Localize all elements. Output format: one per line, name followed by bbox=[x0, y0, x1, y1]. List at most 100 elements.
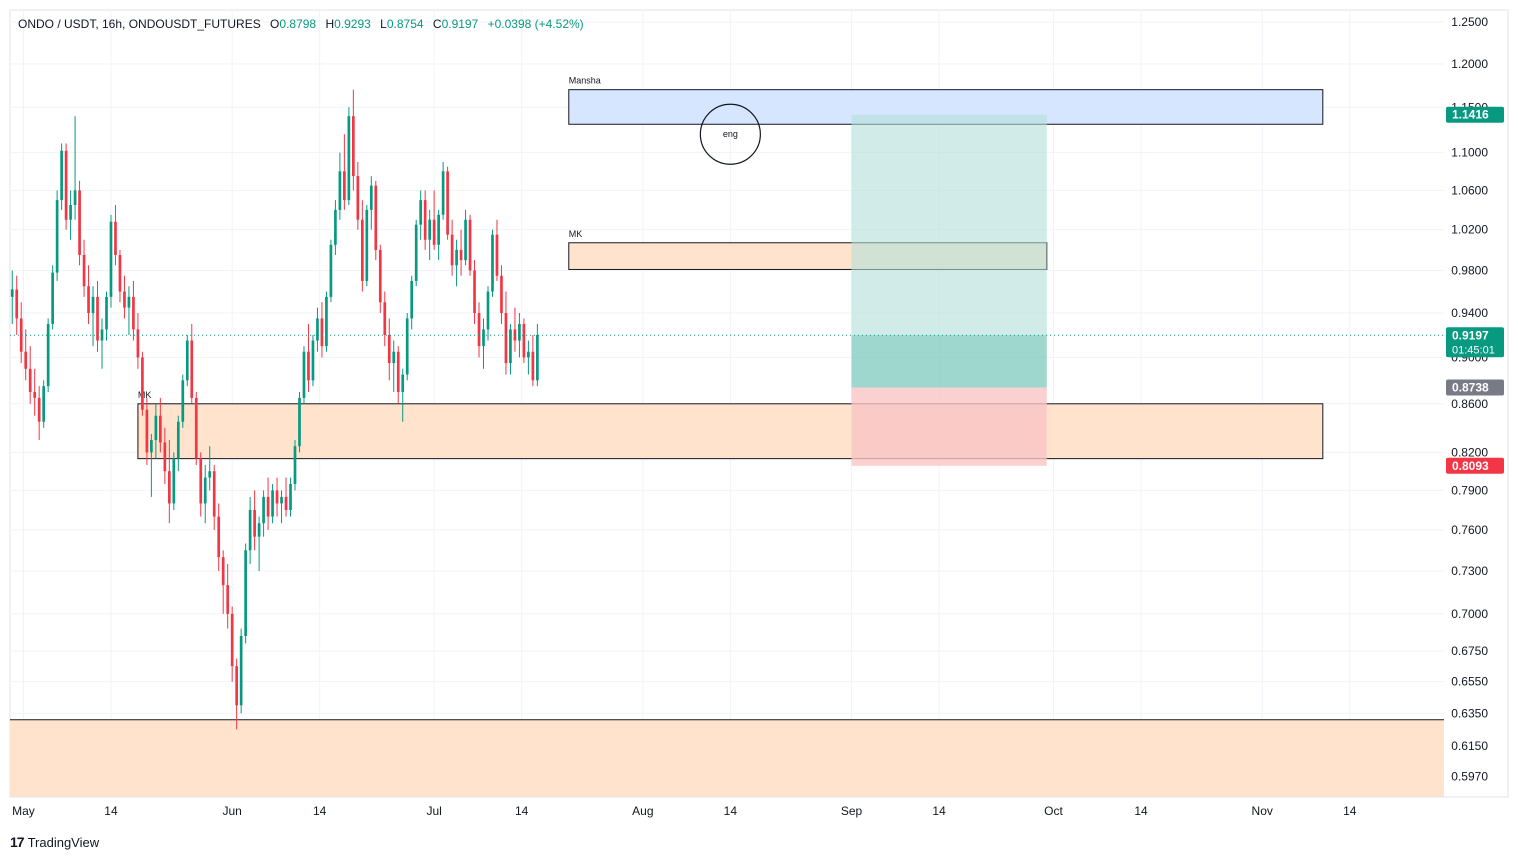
candle[interactable] bbox=[19, 302, 23, 364]
candle[interactable] bbox=[145, 397, 149, 465]
candle[interactable] bbox=[284, 477, 288, 517]
candle[interactable] bbox=[347, 107, 351, 205]
candle[interactable] bbox=[15, 275, 19, 335]
candle[interactable] bbox=[257, 516, 261, 572]
candle[interactable] bbox=[132, 280, 135, 341]
candle[interactable] bbox=[329, 239, 333, 303]
candle[interactable] bbox=[500, 265, 503, 324]
candle[interactable] bbox=[64, 143, 68, 230]
candle[interactable] bbox=[378, 244, 382, 314]
price-label-last[interactable]: 0.9197 01:45:01 bbox=[1446, 327, 1504, 358]
price-label-stop[interactable]: 0.8093 bbox=[1446, 457, 1504, 474]
candle[interactable] bbox=[73, 116, 77, 220]
candle[interactable] bbox=[414, 219, 418, 287]
price-label-target[interactable]: 1.1416 bbox=[1446, 106, 1504, 123]
candle[interactable] bbox=[450, 219, 454, 276]
candle[interactable] bbox=[410, 275, 414, 330]
candle[interactable] bbox=[28, 346, 32, 404]
candle[interactable] bbox=[486, 286, 490, 341]
candle[interactable] bbox=[455, 239, 458, 287]
candle[interactable] bbox=[356, 161, 360, 230]
candle[interactable] bbox=[298, 391, 301, 453]
candle[interactable] bbox=[55, 190, 59, 281]
candle[interactable] bbox=[401, 368, 405, 422]
candle[interactable] bbox=[352, 89, 355, 191]
candle[interactable] bbox=[311, 334, 315, 387]
position-stop-zone[interactable] bbox=[851, 387, 1047, 466]
zone-box[interactable] bbox=[137, 403, 1324, 460]
candle[interactable] bbox=[217, 503, 221, 572]
candle[interactable] bbox=[428, 209, 431, 261]
candle[interactable] bbox=[491, 229, 494, 297]
candle[interactable] bbox=[464, 209, 467, 266]
candle[interactable] bbox=[154, 403, 158, 459]
candle[interactable] bbox=[441, 161, 445, 220]
candle[interactable] bbox=[405, 313, 409, 381]
tradingview-watermark[interactable]: 17 TradingView bbox=[10, 834, 99, 850]
candle[interactable] bbox=[325, 291, 328, 352]
position-target-zone[interactable] bbox=[851, 114, 1047, 388]
candle[interactable] bbox=[199, 452, 203, 517]
candle[interactable] bbox=[522, 318, 526, 364]
candle[interactable] bbox=[419, 190, 423, 240]
candle[interactable] bbox=[230, 606, 234, 682]
candle[interactable] bbox=[10, 270, 14, 324]
candle[interactable] bbox=[181, 374, 185, 428]
candle[interactable] bbox=[159, 397, 162, 453]
candle[interactable] bbox=[509, 323, 512, 375]
candle[interactable] bbox=[91, 286, 95, 347]
candle[interactable] bbox=[118, 249, 122, 303]
candle[interactable] bbox=[176, 415, 180, 472]
candle[interactable] bbox=[105, 291, 108, 341]
candle[interactable] bbox=[114, 204, 117, 266]
candle[interactable] bbox=[320, 302, 324, 358]
candle[interactable] bbox=[423, 190, 427, 250]
candle[interactable] bbox=[127, 286, 131, 335]
candle[interactable] bbox=[338, 152, 342, 220]
candle[interactable] bbox=[374, 180, 378, 261]
zone-box[interactable] bbox=[10, 719, 1444, 797]
candle[interactable] bbox=[235, 658, 239, 730]
candle[interactable] bbox=[360, 200, 364, 292]
candle[interactable] bbox=[42, 380, 46, 428]
candle[interactable] bbox=[307, 323, 310, 392]
candle[interactable] bbox=[536, 323, 539, 387]
candle[interactable] bbox=[248, 496, 252, 565]
candle[interactable] bbox=[244, 543, 247, 644]
candle[interactable] bbox=[24, 329, 28, 381]
price-label-entry[interactable]: 0.8738 bbox=[1446, 379, 1504, 396]
candle[interactable] bbox=[266, 477, 270, 530]
candle[interactable] bbox=[208, 446, 212, 491]
candle[interactable] bbox=[69, 190, 72, 240]
candle[interactable] bbox=[482, 318, 485, 369]
candle[interactable] bbox=[253, 490, 256, 551]
candle[interactable] bbox=[459, 229, 463, 276]
candle[interactable] bbox=[334, 200, 337, 255]
candle[interactable] bbox=[172, 452, 176, 510]
candle[interactable] bbox=[37, 386, 41, 441]
candle[interactable] bbox=[369, 176, 373, 230]
candle[interactable] bbox=[365, 204, 369, 287]
candle[interactable] bbox=[82, 239, 86, 297]
candle[interactable] bbox=[203, 464, 207, 524]
candle[interactable] bbox=[513, 307, 517, 352]
candle[interactable] bbox=[531, 334, 535, 387]
candle[interactable] bbox=[477, 302, 481, 358]
candle[interactable] bbox=[190, 323, 194, 404]
candle[interactable] bbox=[446, 166, 449, 240]
candle[interactable] bbox=[527, 340, 530, 375]
candle[interactable] bbox=[504, 291, 508, 375]
candle[interactable] bbox=[518, 313, 521, 358]
candle[interactable] bbox=[150, 433, 153, 497]
candle[interactable] bbox=[78, 180, 81, 266]
candle[interactable] bbox=[51, 265, 54, 330]
candle[interactable] bbox=[33, 368, 37, 416]
candle[interactable] bbox=[185, 334, 189, 387]
candle[interactable] bbox=[123, 275, 126, 319]
candle[interactable] bbox=[383, 291, 387, 347]
candle[interactable] bbox=[96, 280, 99, 352]
candle[interactable] bbox=[343, 134, 346, 210]
candle[interactable] bbox=[275, 477, 279, 517]
candle[interactable] bbox=[167, 440, 171, 524]
